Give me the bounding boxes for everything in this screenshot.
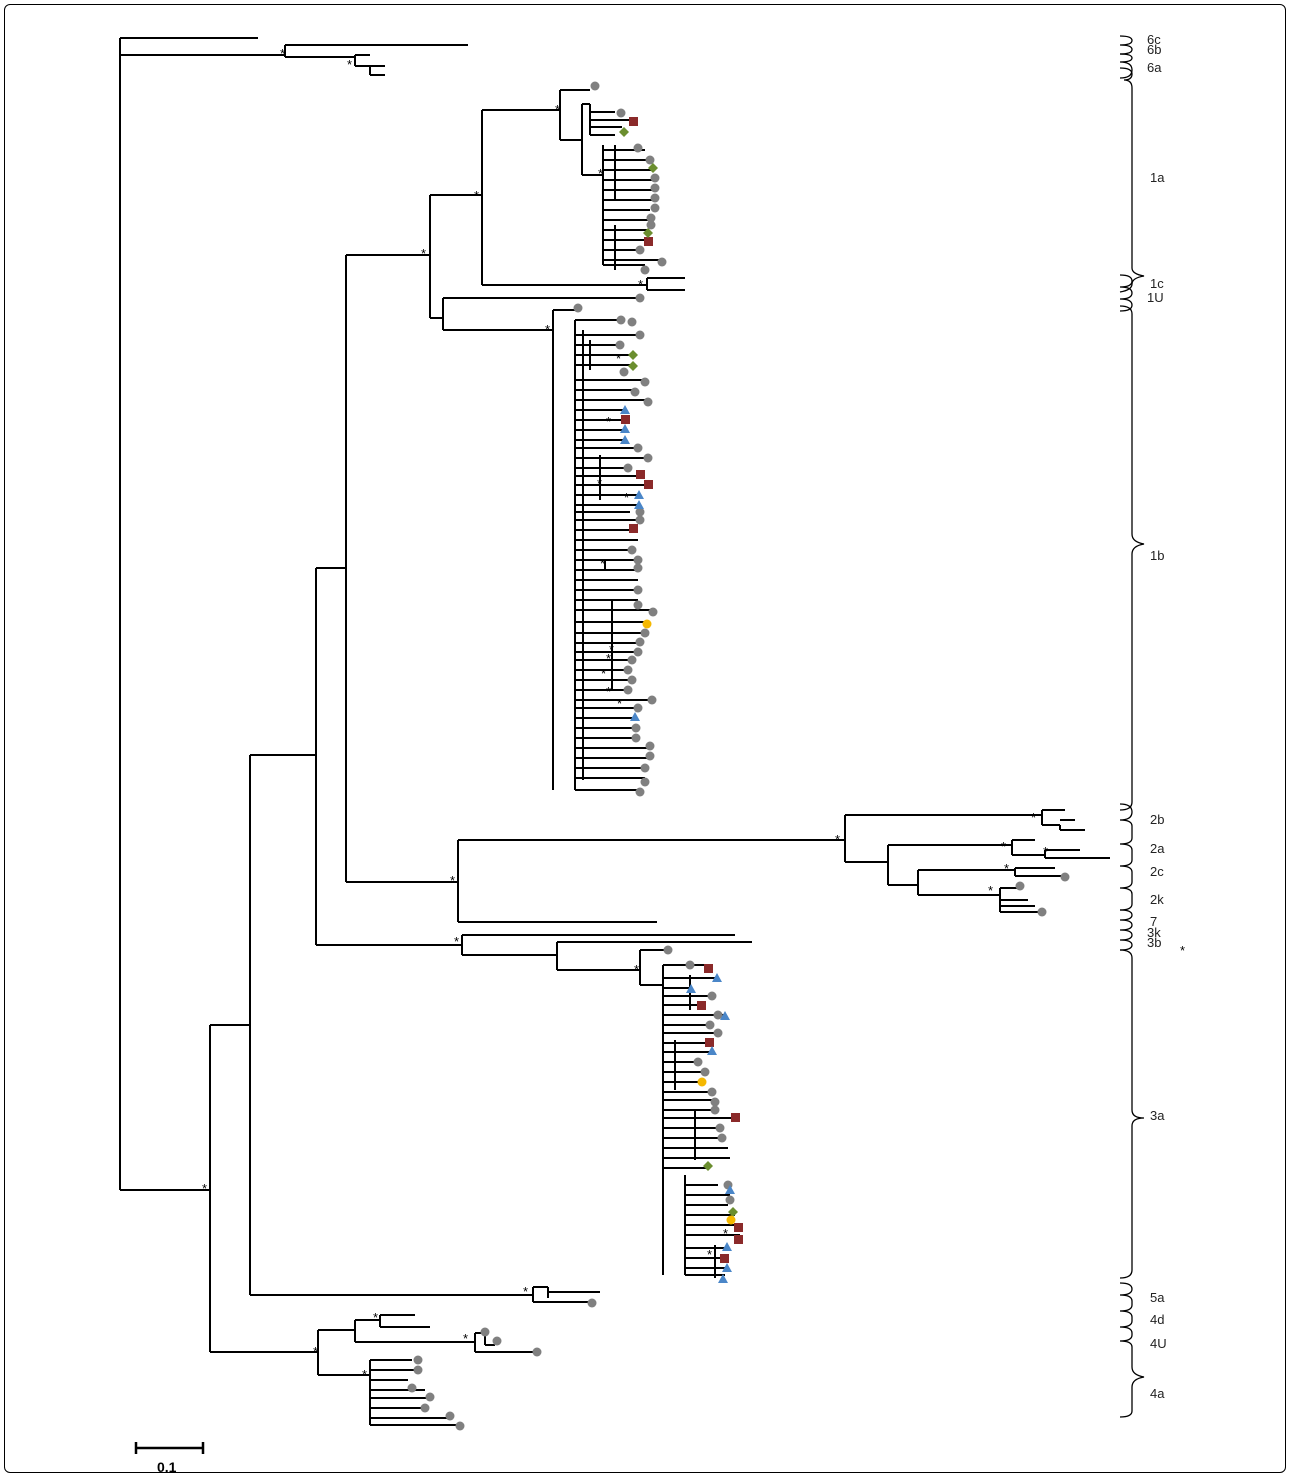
support-asterisk: * xyxy=(617,696,622,711)
support-asterisk: * xyxy=(638,277,643,292)
support-asterisk: * xyxy=(202,1181,207,1196)
support-asterisk: * xyxy=(1004,861,1009,876)
genotype-labels: 6c 6b 6a 1a 1c 1U 1b 2b 2a 2c 2k 7 3k 3b… xyxy=(1147,32,1185,1401)
support-asterisk: * xyxy=(545,322,550,337)
support-asterisk: * xyxy=(523,1284,528,1299)
support-asterisk: * xyxy=(1001,839,1006,854)
label-2b: 2b xyxy=(1150,812,1164,827)
support-asterisk: * xyxy=(347,57,352,72)
label-3a: 3a xyxy=(1150,1108,1165,1123)
support-asterisk: * xyxy=(600,556,605,571)
label-1a: 1a xyxy=(1150,170,1165,185)
scale-bar: 0.1 xyxy=(134,1442,205,1475)
support-asterisk: * xyxy=(609,642,614,657)
label-1c: 1c xyxy=(1150,276,1164,291)
label-3k: 3k xyxy=(1147,925,1161,940)
label-6a: 6a xyxy=(1147,60,1162,75)
label-1b: 1b xyxy=(1150,548,1164,563)
label-5a: 5a xyxy=(1150,1290,1165,1305)
scale-bar-label: 0.1 xyxy=(157,1459,177,1475)
support-asterisk: * xyxy=(624,490,629,505)
support-asterisk: * xyxy=(421,246,426,261)
support-asterisk: * xyxy=(280,46,285,61)
support-asterisk: * xyxy=(1043,844,1048,859)
label-4a: 4a xyxy=(1150,1386,1165,1401)
support-asterisk: * xyxy=(463,1331,468,1346)
figure-frame xyxy=(4,4,1286,1473)
support-asterisk: * xyxy=(835,832,840,847)
label-6c: 6c xyxy=(1147,32,1161,47)
label-4d: 4d xyxy=(1150,1312,1164,1327)
support-asterisk: * xyxy=(362,1367,367,1382)
support-asterisk: * xyxy=(723,1226,728,1241)
support-asterisk: * xyxy=(988,883,993,898)
label-4U: 4U xyxy=(1150,1336,1167,1351)
tip-markers-diamond xyxy=(619,127,738,1217)
tip-markers-yellow xyxy=(642,619,736,1225)
label-3b: 3b xyxy=(1147,935,1161,950)
support-asterisk: * xyxy=(601,666,606,681)
tip-markers-triangle xyxy=(620,405,735,1283)
support-asterisk: * xyxy=(450,873,455,888)
genotype-braces xyxy=(1119,35,1145,1418)
support-asterisk: * xyxy=(634,962,639,977)
support-asterisk: * xyxy=(606,414,611,429)
label-6b: 6b xyxy=(1147,42,1161,57)
scale-bar-line xyxy=(134,1442,205,1454)
label-1U: 1U xyxy=(1147,290,1164,305)
label-7: 7 xyxy=(1150,914,1157,929)
label-2c: 2c xyxy=(1150,864,1164,879)
tip-markers-square xyxy=(621,117,743,1263)
label-3b-asterisk: * xyxy=(1180,943,1185,958)
support-asterisk: * xyxy=(1031,810,1036,825)
support-asterisk: * xyxy=(597,476,602,491)
tree-branches xyxy=(119,37,1110,1426)
support-asterisk: * xyxy=(454,934,459,949)
support-asterisk: * xyxy=(373,1310,378,1325)
support-asterisk: * xyxy=(606,651,611,666)
support-asterisk: * xyxy=(616,351,621,366)
support-asterisk: * xyxy=(606,684,611,699)
support-asterisks: ******************** * ************** xyxy=(202,46,1048,1382)
support-asterisk: * xyxy=(707,1247,712,1262)
support-asterisk: * xyxy=(598,166,603,181)
support-asterisk: * xyxy=(313,1344,318,1359)
support-asterisk: * xyxy=(555,102,560,117)
tip-markers-circle xyxy=(407,81,1070,1431)
label-2k: 2k xyxy=(1150,892,1164,907)
label-2a: 2a xyxy=(1150,841,1165,856)
support-asterisk: * xyxy=(474,188,479,203)
